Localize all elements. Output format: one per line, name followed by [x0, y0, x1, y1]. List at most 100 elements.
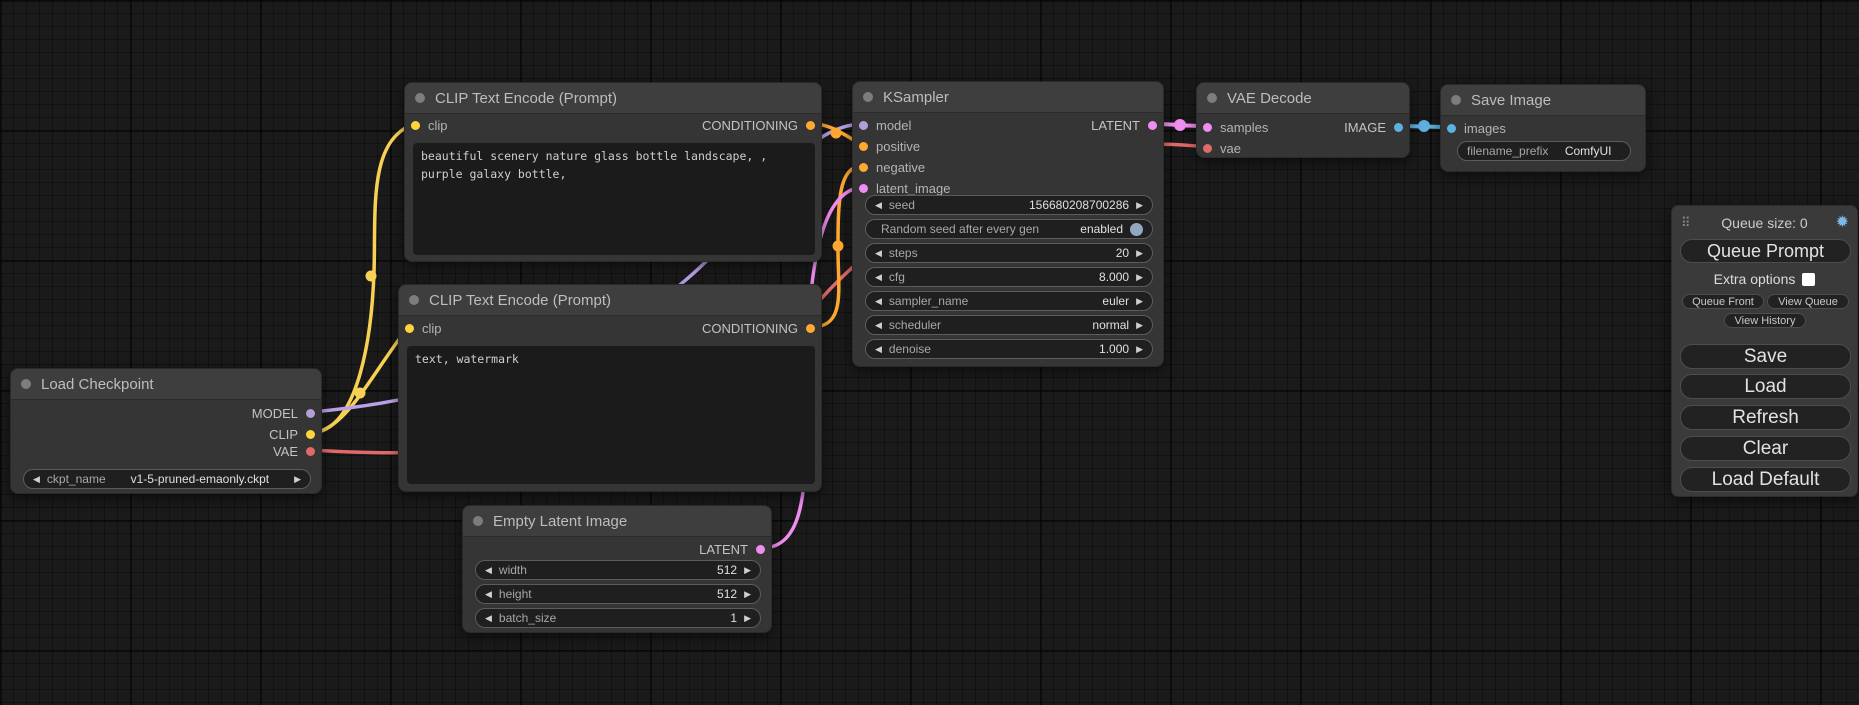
batch-size-widget[interactable]: ◀ batch_size 1 ▶: [475, 608, 761, 628]
collapse-dot-icon[interactable]: [21, 379, 31, 389]
load-button[interactable]: Load: [1680, 374, 1851, 399]
increment-icon[interactable]: ▶: [1136, 247, 1143, 258]
image-slot-dot-icon[interactable]: [1447, 123, 1456, 133]
queue-front-button[interactable]: Queue Front: [1682, 294, 1764, 309]
node-titlebar[interactable]: VAE Decode: [1197, 83, 1409, 114]
sampler-name-widget[interactable]: ◀ sampler_name euler ▶: [865, 291, 1153, 311]
vae-slot-dot-icon[interactable]: [306, 446, 315, 456]
clip-slot-dot-icon[interactable]: [405, 323, 414, 333]
image-slot-dot-icon[interactable]: [1394, 122, 1403, 132]
decrement-icon[interactable]: ◀: [875, 319, 882, 330]
conditioning-slot-dot-icon[interactable]: [806, 323, 815, 333]
settings-gear-icon[interactable]: ✹: [1835, 214, 1849, 231]
model-slot-dot-icon[interactable]: [306, 408, 315, 418]
latent-slot-dot-icon[interactable]: [756, 544, 765, 554]
drag-handle-icon[interactable]: ⠿: [1681, 215, 1692, 230]
latent-slot-dot-icon[interactable]: [1148, 120, 1157, 130]
latent-slot-dot-icon[interactable]: [1203, 122, 1212, 132]
input-slot-latent-image[interactable]: latent_image: [859, 178, 950, 198]
refresh-button[interactable]: Refresh: [1680, 405, 1851, 430]
decrement-icon[interactable]: ◀: [875, 199, 882, 210]
output-slot-vae[interactable]: VAE: [273, 441, 315, 461]
input-slot-images[interactable]: images: [1447, 118, 1506, 138]
queue-prompt-button[interactable]: Queue Prompt: [1680, 239, 1851, 263]
random-seed-toggle-icon[interactable]: [1130, 222, 1143, 236]
decrement-icon[interactable]: ◀: [875, 247, 882, 258]
node-clip-text-encode-negative[interactable]: CLIP Text Encode (Prompt) clip CONDITION…: [398, 284, 822, 492]
node-ksampler[interactable]: KSampler model LATENT positive negative …: [852, 81, 1164, 367]
clip-slot-dot-icon[interactable]: [411, 120, 420, 130]
increment-icon[interactable]: ▶: [1136, 271, 1143, 282]
model-slot-dot-icon[interactable]: [859, 120, 868, 130]
view-history-button[interactable]: View History: [1724, 313, 1806, 328]
increment-icon[interactable]: ▶: [744, 564, 751, 575]
increment-icon[interactable]: ▶: [1136, 199, 1143, 210]
height-widget[interactable]: ◀ height 512 ▶: [475, 584, 761, 604]
steps-widget[interactable]: ◀ steps 20 ▶: [865, 243, 1153, 263]
width-widget[interactable]: ◀ width 512 ▶: [475, 560, 761, 580]
input-slot-positive[interactable]: positive: [859, 136, 920, 156]
node-clip-text-encode-positive[interactable]: CLIP Text Encode (Prompt) clip CONDITION…: [404, 82, 822, 262]
input-slot-vae[interactable]: vae: [1203, 138, 1241, 158]
node-titlebar[interactable]: CLIP Text Encode (Prompt): [405, 83, 821, 114]
input-slot-clip[interactable]: clip: [411, 115, 448, 135]
collapse-dot-icon[interactable]: [473, 516, 483, 526]
output-slot-conditioning[interactable]: CONDITIONING: [702, 115, 815, 135]
filename-prefix-widget[interactable]: filename_prefix ComfyUI: [1457, 141, 1631, 161]
clear-button[interactable]: Clear: [1680, 436, 1851, 461]
node-titlebar[interactable]: Save Image: [1441, 85, 1645, 116]
conditioning-slot-dot-icon[interactable]: [806, 120, 815, 130]
vae-slot-dot-icon[interactable]: [1203, 143, 1212, 153]
input-slot-clip[interactable]: clip: [405, 318, 442, 338]
node-empty-latent-image[interactable]: Empty Latent Image LATENT ◀ width 512 ▶ …: [462, 505, 772, 633]
load-default-button[interactable]: Load Default: [1680, 467, 1851, 492]
increment-icon[interactable]: ▶: [1136, 319, 1143, 330]
conditioning-slot-dot-icon[interactable]: [859, 141, 868, 151]
output-slot-clip[interactable]: CLIP: [269, 424, 315, 444]
decrement-icon[interactable]: ◀: [485, 588, 492, 599]
increment-icon[interactable]: ▶: [744, 612, 751, 623]
output-slot-model[interactable]: MODEL: [252, 403, 315, 423]
cfg-widget[interactable]: ◀ cfg 8.000 ▶: [865, 267, 1153, 287]
node-titlebar[interactable]: Load Checkpoint: [11, 369, 321, 400]
denoise-widget[interactable]: ◀ denoise 1.000 ▶: [865, 339, 1153, 359]
conditioning-slot-dot-icon[interactable]: [859, 162, 868, 172]
decrement-icon[interactable]: ◀: [875, 295, 882, 306]
output-slot-latent[interactable]: LATENT: [1091, 115, 1157, 135]
input-slot-model[interactable]: model: [859, 115, 911, 135]
decrement-icon[interactable]: ◀: [485, 612, 492, 623]
next-value-icon[interactable]: ▶: [294, 473, 301, 484]
save-button[interactable]: Save: [1680, 344, 1851, 369]
latent-slot-dot-icon[interactable]: [859, 183, 868, 193]
node-titlebar[interactable]: CLIP Text Encode (Prompt): [399, 285, 821, 316]
output-slot-latent[interactable]: LATENT: [699, 539, 765, 559]
input-slot-negative[interactable]: negative: [859, 157, 925, 177]
collapse-dot-icon[interactable]: [863, 92, 873, 102]
scheduler-widget[interactable]: ◀ scheduler normal ▶: [865, 315, 1153, 335]
seed-widget[interactable]: ◀ seed 156680208700286 ▶: [865, 195, 1153, 215]
prev-value-icon[interactable]: ◀: [33, 473, 40, 484]
increment-icon[interactable]: ▶: [1136, 295, 1143, 306]
collapse-dot-icon[interactable]: [1451, 95, 1461, 105]
decrement-icon[interactable]: ◀: [875, 271, 882, 282]
decrement-icon[interactable]: ◀: [875, 343, 882, 354]
view-queue-button[interactable]: View Queue: [1767, 294, 1849, 309]
node-titlebar[interactable]: Empty Latent Image: [463, 506, 771, 537]
input-slot-samples[interactable]: samples: [1203, 117, 1268, 137]
node-save-image[interactable]: Save Image images filename_prefix ComfyU…: [1440, 84, 1646, 172]
output-slot-conditioning[interactable]: CONDITIONING: [702, 318, 815, 338]
collapse-dot-icon[interactable]: [1207, 93, 1217, 103]
increment-icon[interactable]: ▶: [1136, 343, 1143, 354]
random-seed-widget[interactable]: Random seed after every gen enabled: [865, 219, 1153, 239]
output-slot-image[interactable]: IMAGE: [1344, 117, 1403, 137]
increment-icon[interactable]: ▶: [744, 588, 751, 599]
prompt-textarea[interactable]: beautiful scenery nature glass bottle la…: [413, 143, 815, 255]
ckpt-name-widget[interactable]: ◀ ckpt_name v1-5-pruned-emaonly.ckpt ▶: [23, 469, 311, 489]
prompt-textarea[interactable]: text, watermark: [407, 346, 815, 484]
node-titlebar[interactable]: KSampler: [853, 82, 1163, 113]
decrement-icon[interactable]: ◀: [485, 564, 492, 575]
collapse-dot-icon[interactable]: [415, 93, 425, 103]
node-vae-decode[interactable]: VAE Decode samples IMAGE vae: [1196, 82, 1410, 158]
clip-slot-dot-icon[interactable]: [306, 429, 315, 439]
